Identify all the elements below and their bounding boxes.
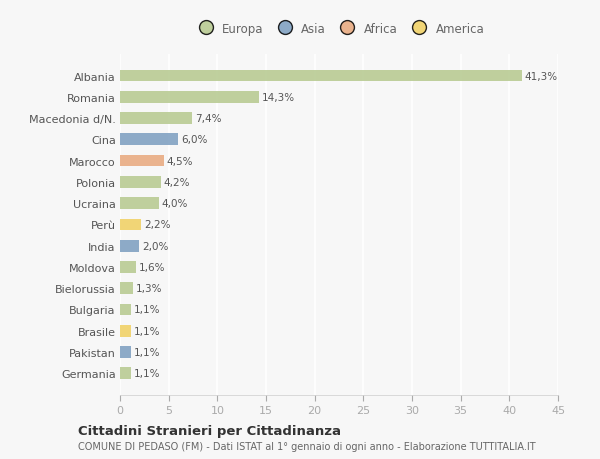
- Text: 4,5%: 4,5%: [167, 156, 193, 166]
- Bar: [120, 156, 164, 167]
- Bar: [120, 347, 131, 358]
- Bar: [120, 71, 522, 82]
- Bar: [120, 368, 131, 379]
- Text: 1,6%: 1,6%: [139, 263, 165, 272]
- Bar: [120, 283, 133, 294]
- Text: 1,1%: 1,1%: [134, 305, 160, 315]
- Legend: Europa, Asia, Africa, America: Europa, Asia, Africa, America: [191, 20, 487, 38]
- Bar: [120, 113, 192, 125]
- Text: 6,0%: 6,0%: [181, 135, 208, 145]
- Text: Cittadini Stranieri per Cittadinanza: Cittadini Stranieri per Cittadinanza: [78, 424, 341, 437]
- Bar: [120, 241, 139, 252]
- Bar: [120, 325, 131, 337]
- Text: COMUNE DI PEDASO (FM) - Dati ISTAT al 1° gennaio di ogni anno - Elaborazione TUT: COMUNE DI PEDASO (FM) - Dati ISTAT al 1°…: [78, 441, 536, 451]
- Text: 1,1%: 1,1%: [134, 326, 160, 336]
- Bar: [120, 177, 161, 188]
- Text: 1,1%: 1,1%: [134, 369, 160, 379]
- Text: 4,0%: 4,0%: [162, 199, 188, 209]
- Text: 7,4%: 7,4%: [195, 114, 221, 124]
- Text: 14,3%: 14,3%: [262, 93, 295, 102]
- Text: 41,3%: 41,3%: [525, 71, 558, 81]
- Bar: [120, 262, 136, 273]
- Text: 1,1%: 1,1%: [134, 347, 160, 357]
- Text: 2,2%: 2,2%: [145, 220, 171, 230]
- Bar: [120, 198, 159, 209]
- Bar: [120, 219, 142, 231]
- Bar: [120, 304, 131, 316]
- Bar: [120, 92, 259, 103]
- Bar: [120, 134, 178, 146]
- Text: 1,3%: 1,3%: [136, 284, 162, 294]
- Text: 2,0%: 2,0%: [142, 241, 169, 251]
- Text: 4,2%: 4,2%: [164, 178, 190, 187]
